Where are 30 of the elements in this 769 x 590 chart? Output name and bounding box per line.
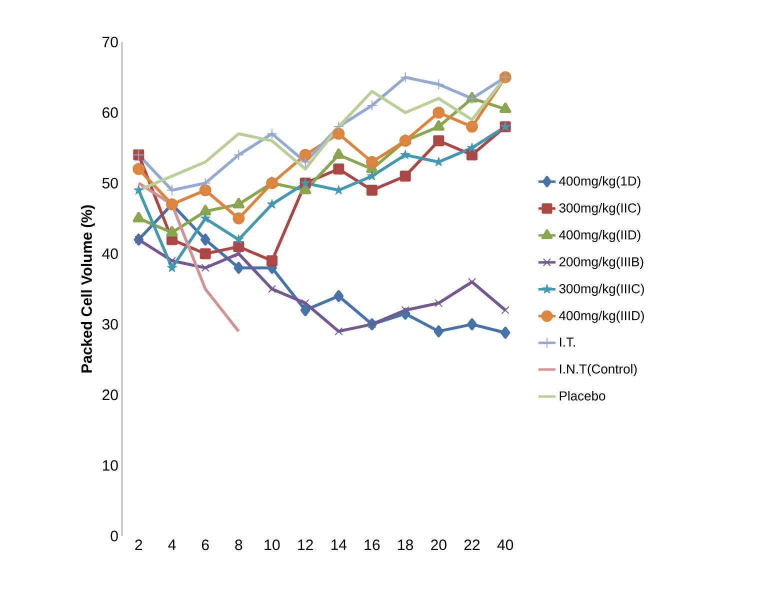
x-tick-label: 14: [331, 540, 347, 550]
legend-label: I.T.: [560, 338, 575, 347]
x-tick-label: 20: [431, 540, 446, 550]
legend-label: 300mg/kg(IIIC): [559, 284, 644, 296]
y-axis-title: Packed Cell Volume (%): [80, 205, 95, 372]
x-tick-label: 40: [497, 540, 514, 550]
x-tick-label: 18: [398, 540, 414, 550]
x-tick-label: 22: [464, 540, 480, 550]
x-tick-label: 16: [364, 540, 380, 550]
y-tick-label: 70: [102, 36, 118, 48]
legend-label: 400mg/kg(IIID): [559, 310, 644, 323]
y-tick-label: 0: [110, 530, 118, 542]
y-tick-label: 10: [102, 460, 118, 471]
y-tick-label: 50: [102, 178, 118, 188]
legend-label: I.N.T(Control): [560, 364, 637, 376]
x-tick-label: 8: [235, 540, 242, 550]
legend-label: 400mg/kg(IID): [559, 230, 640, 242]
legend-label: 400mg/kg(1D): [559, 176, 640, 188]
legend-label: Placebo: [560, 390, 606, 401]
y-tick-label: 40: [102, 248, 118, 260]
x-tick-label: 6: [202, 540, 209, 550]
x-tick-label: 4: [168, 540, 176, 550]
y-tick-label: 30: [102, 318, 118, 330]
legend-label: 200mg/kg(IIIB): [559, 256, 644, 269]
x-tick-label: 10: [264, 540, 280, 550]
y-tick-label: 20: [102, 390, 118, 400]
x-tick-label: 12: [298, 540, 313, 550]
legend-label: 300mg/kg(IIC): [559, 203, 640, 216]
x-tick-label: 2: [135, 540, 142, 550]
y-tick-label: 60: [102, 107, 118, 118]
